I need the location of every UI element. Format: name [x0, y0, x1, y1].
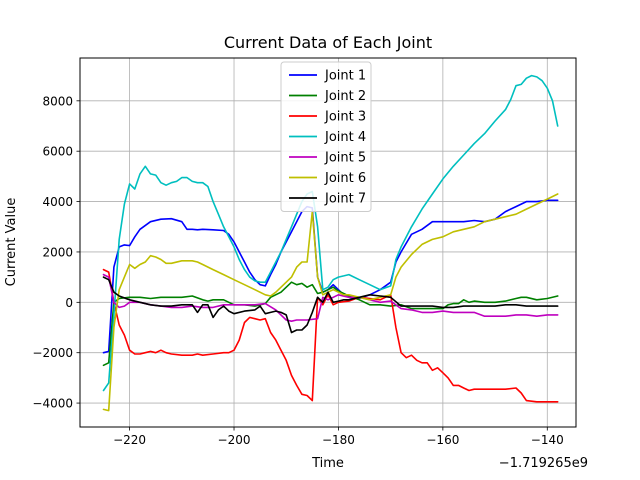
- legend-label-joint-5: Joint 5: [324, 151, 366, 166]
- legend-label-joint-6: Joint 6: [324, 171, 366, 186]
- series-line-joint-2: [102, 281, 559, 367]
- plot-area-frame: [79, 57, 577, 428]
- legend-label-joint-4: Joint 4: [324, 130, 366, 145]
- y-tick-label: 6000: [42, 145, 73, 159]
- legend-label-joint-1: Joint 1: [324, 69, 366, 84]
- legend: Joint 1 Joint 2 Joint 3 Joint 4 Joint 5 Joint…: [280, 61, 372, 212]
- y-tick-label: 8000: [42, 94, 73, 108]
- legend-label-joint-7: Joint 7: [324, 192, 366, 207]
- series-line-joint-7: [102, 276, 559, 334]
- y-tick-label: 2000: [42, 245, 73, 259]
- axis-ticks: −220 −200 −180 −160 −140 −4000 −2000 0 2000 4000 6…: [32, 94, 563, 447]
- y-axis-label: Current Value: [4, 198, 19, 287]
- series-line-joint-3: [102, 268, 559, 403]
- x-tick-label: −220: [113, 433, 146, 447]
- y-tick-label: 4000: [42, 195, 73, 209]
- series-line-joint-6: [102, 193, 559, 412]
- x-tick-label: −160: [426, 433, 459, 447]
- legend-label-joint-3: Joint 3: [324, 110, 366, 125]
- x-axis-offset-label: −1.719265e9: [499, 456, 588, 471]
- y-tick-label: −2000: [32, 346, 73, 360]
- y-tick-label: −4000: [32, 397, 73, 411]
- chart-title: Current Data of Each Joint: [224, 33, 432, 52]
- y-tick-label: 0: [65, 296, 73, 310]
- x-tick-label: −200: [218, 433, 251, 447]
- x-axis-label: Time: [311, 456, 344, 471]
- series-line-joint-4: [102, 74, 559, 392]
- x-tick-label: −180: [322, 433, 355, 447]
- legend-label-joint-2: Joint 2: [324, 89, 366, 104]
- x-tick-label: −140: [531, 433, 564, 447]
- legend-box: [280, 61, 372, 212]
